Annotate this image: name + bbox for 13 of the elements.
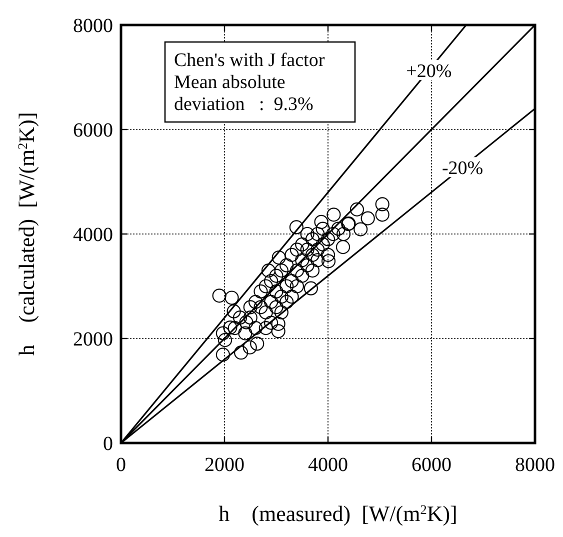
annotation: +20% xyxy=(406,60,452,82)
x-tick-label: 4000 xyxy=(308,454,348,476)
y-tick-label: 2000 xyxy=(73,328,113,350)
y-tick-label: 6000 xyxy=(73,120,113,142)
y-tick-label: 8000 xyxy=(73,15,113,37)
x-tick-label: 2000 xyxy=(204,454,244,476)
x-tick-label: 8000 xyxy=(515,454,555,476)
annotation: Chen's with J factor Mean absolute deviation : 9.3% xyxy=(174,50,326,115)
annotation: -20% xyxy=(442,158,484,180)
x-tick-label: 6000 xyxy=(412,454,452,476)
x-axis-title: h (measured) [W/(m$^{2}$K)] xyxy=(218,501,458,526)
y-tick-label: 0 xyxy=(103,433,113,455)
y-tick-label: 4000 xyxy=(73,224,113,246)
